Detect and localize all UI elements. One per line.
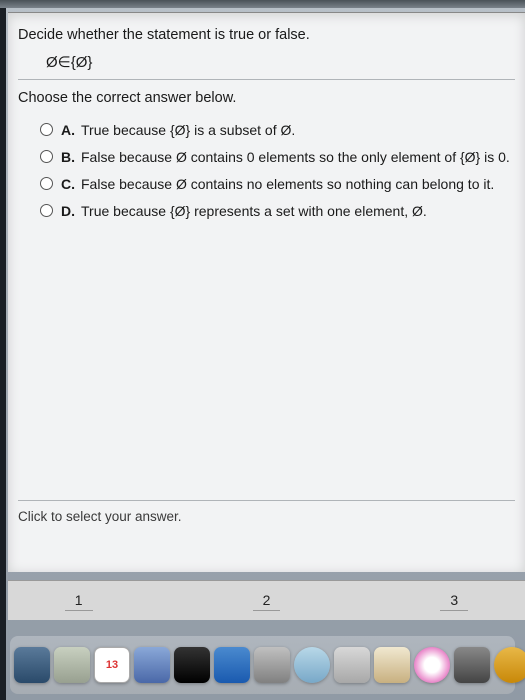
screen-bezel-top bbox=[0, 0, 525, 8]
option-a[interactable]: A. True because {Ø} is a subset of Ø. bbox=[40, 120, 515, 141]
safari-icon[interactable] bbox=[214, 647, 250, 683]
option-b[interactable]: B. False because Ø contains 0 elements s… bbox=[40, 147, 515, 168]
question-prompt: Decide whether the statement is true or … bbox=[18, 27, 515, 43]
hint-text: Click to select your answer. bbox=[18, 509, 515, 524]
finder-icon[interactable] bbox=[14, 647, 50, 683]
option-d[interactable]: D. True because {Ø} represents a set wit… bbox=[40, 201, 515, 222]
choose-label: Choose the correct answer below. bbox=[18, 90, 515, 106]
settings-icon[interactable] bbox=[254, 647, 290, 683]
preview-icon[interactable] bbox=[334, 647, 370, 683]
pagination-bar: 1 2 3 bbox=[8, 580, 525, 620]
question-panel: Decide whether the statement is true or … bbox=[8, 12, 525, 572]
itunes-icon[interactable] bbox=[414, 647, 450, 683]
question-statement: Ø∈{Ø} bbox=[46, 53, 515, 71]
option-letter: D. bbox=[61, 201, 75, 222]
screen-bezel-left bbox=[0, 0, 6, 700]
system-icon[interactable] bbox=[494, 647, 525, 683]
messages-icon[interactable] bbox=[294, 647, 330, 683]
notes-icon[interactable] bbox=[374, 647, 410, 683]
option-text: True because {Ø} represents a set with o… bbox=[81, 201, 427, 222]
calendar-icon[interactable]: 13 bbox=[94, 647, 130, 683]
radio-a[interactable] bbox=[40, 123, 53, 136]
page-1[interactable]: 1 bbox=[65, 590, 93, 611]
option-letter: C. bbox=[61, 174, 75, 195]
option-text: False because Ø contains 0 elements so t… bbox=[81, 147, 510, 168]
option-c[interactable]: C. False because Ø contains no elements … bbox=[40, 174, 515, 195]
appstore-icon[interactable] bbox=[454, 647, 490, 683]
page-2[interactable]: 2 bbox=[253, 590, 281, 611]
radio-c[interactable] bbox=[40, 177, 53, 190]
radio-d[interactable] bbox=[40, 204, 53, 217]
mail-icon[interactable] bbox=[134, 647, 170, 683]
macos-dock: 13 bbox=[10, 636, 515, 694]
options-list: A. True because {Ø} is a subset of Ø. B.… bbox=[40, 120, 515, 222]
option-letter: A. bbox=[61, 120, 75, 141]
launchpad-icon[interactable] bbox=[54, 647, 90, 683]
radio-b[interactable] bbox=[40, 150, 53, 163]
terminal-icon[interactable] bbox=[174, 647, 210, 683]
option-letter: B. bbox=[61, 147, 75, 168]
option-text: True because {Ø} is a subset of Ø. bbox=[81, 120, 295, 141]
divider bbox=[18, 79, 515, 80]
option-text: False because Ø contains no elements so … bbox=[81, 174, 494, 195]
hint-bar: Click to select your answer. bbox=[18, 500, 515, 524]
page-3[interactable]: 3 bbox=[440, 590, 468, 611]
